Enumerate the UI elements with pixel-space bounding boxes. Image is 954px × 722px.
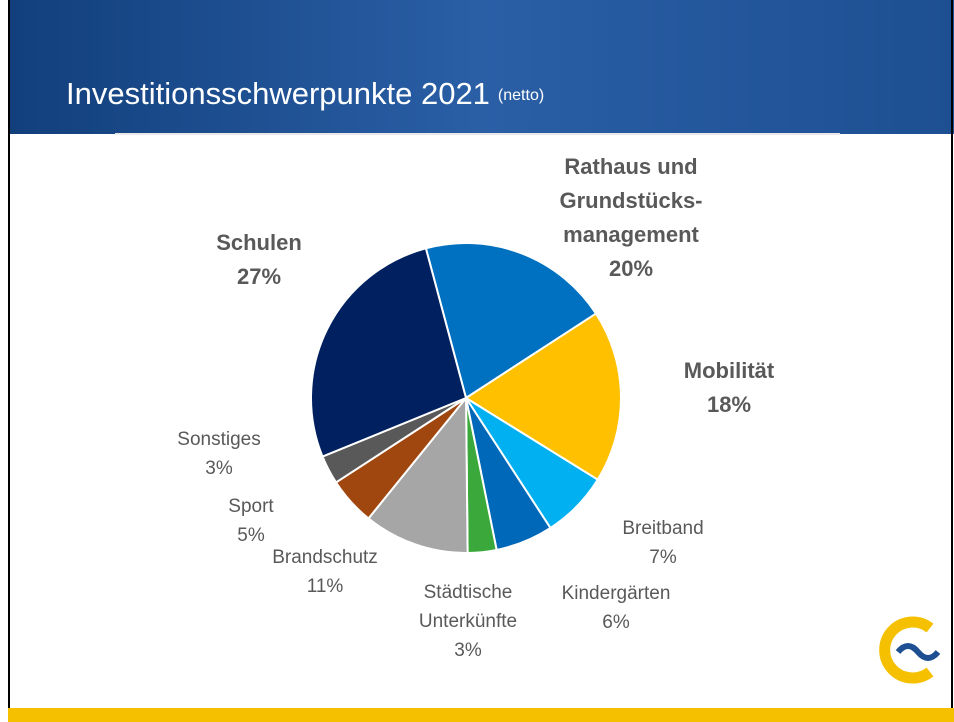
slice-label: Sonstiges (177, 429, 260, 450)
slice-label: Unterkünfte (419, 611, 517, 632)
header-rule (115, 133, 840, 135)
slice-label: Breitband (622, 518, 703, 539)
header-banner (8, 0, 954, 134)
pie-chart: Rathaus und Grundstücks-management 20% Mobi… (177, 154, 775, 661)
slice-label: Schulen (216, 230, 302, 255)
slice-label: management (563, 222, 699, 247)
slice-label: Brandschutz (272, 547, 378, 568)
slice-value-label: 18% (707, 392, 751, 417)
slice-value-label: 5% (237, 525, 265, 546)
title-note: (netto) (498, 87, 544, 104)
slide-title: Investitionsschwerpunkte 2021 (netto) (66, 76, 544, 111)
slide: Investitionsschwerpunkte 2021 (netto) Rat… (0, 0, 954, 722)
logo-c (885, 622, 930, 678)
slice-value-label: 20% (609, 256, 653, 281)
slice-value-label: 11% (307, 576, 344, 597)
footer-bar (8, 708, 954, 722)
slice-value-label: 3% (205, 458, 233, 479)
slice-value-label: 7% (649, 547, 677, 568)
slice-value-label: 27% (237, 264, 281, 289)
slice-label: Sport (228, 496, 274, 517)
logo-wave (898, 646, 938, 658)
page: {"header": {"title": "Investitionsschwer… (0, 0, 954, 722)
slice-label: Kindergärten (562, 583, 671, 604)
slice-value-label: 6% (602, 612, 630, 633)
slice-label: Städtische (424, 582, 513, 603)
logo (885, 622, 938, 678)
title-main: Investitionsschwerpunkte 2021 (66, 76, 490, 111)
slice-label: Mobilität (684, 358, 775, 383)
slice-label: Rathaus und (564, 154, 697, 179)
slice-label: Grundstücks- (559, 188, 702, 213)
slice-value-label: 3% (454, 640, 482, 661)
